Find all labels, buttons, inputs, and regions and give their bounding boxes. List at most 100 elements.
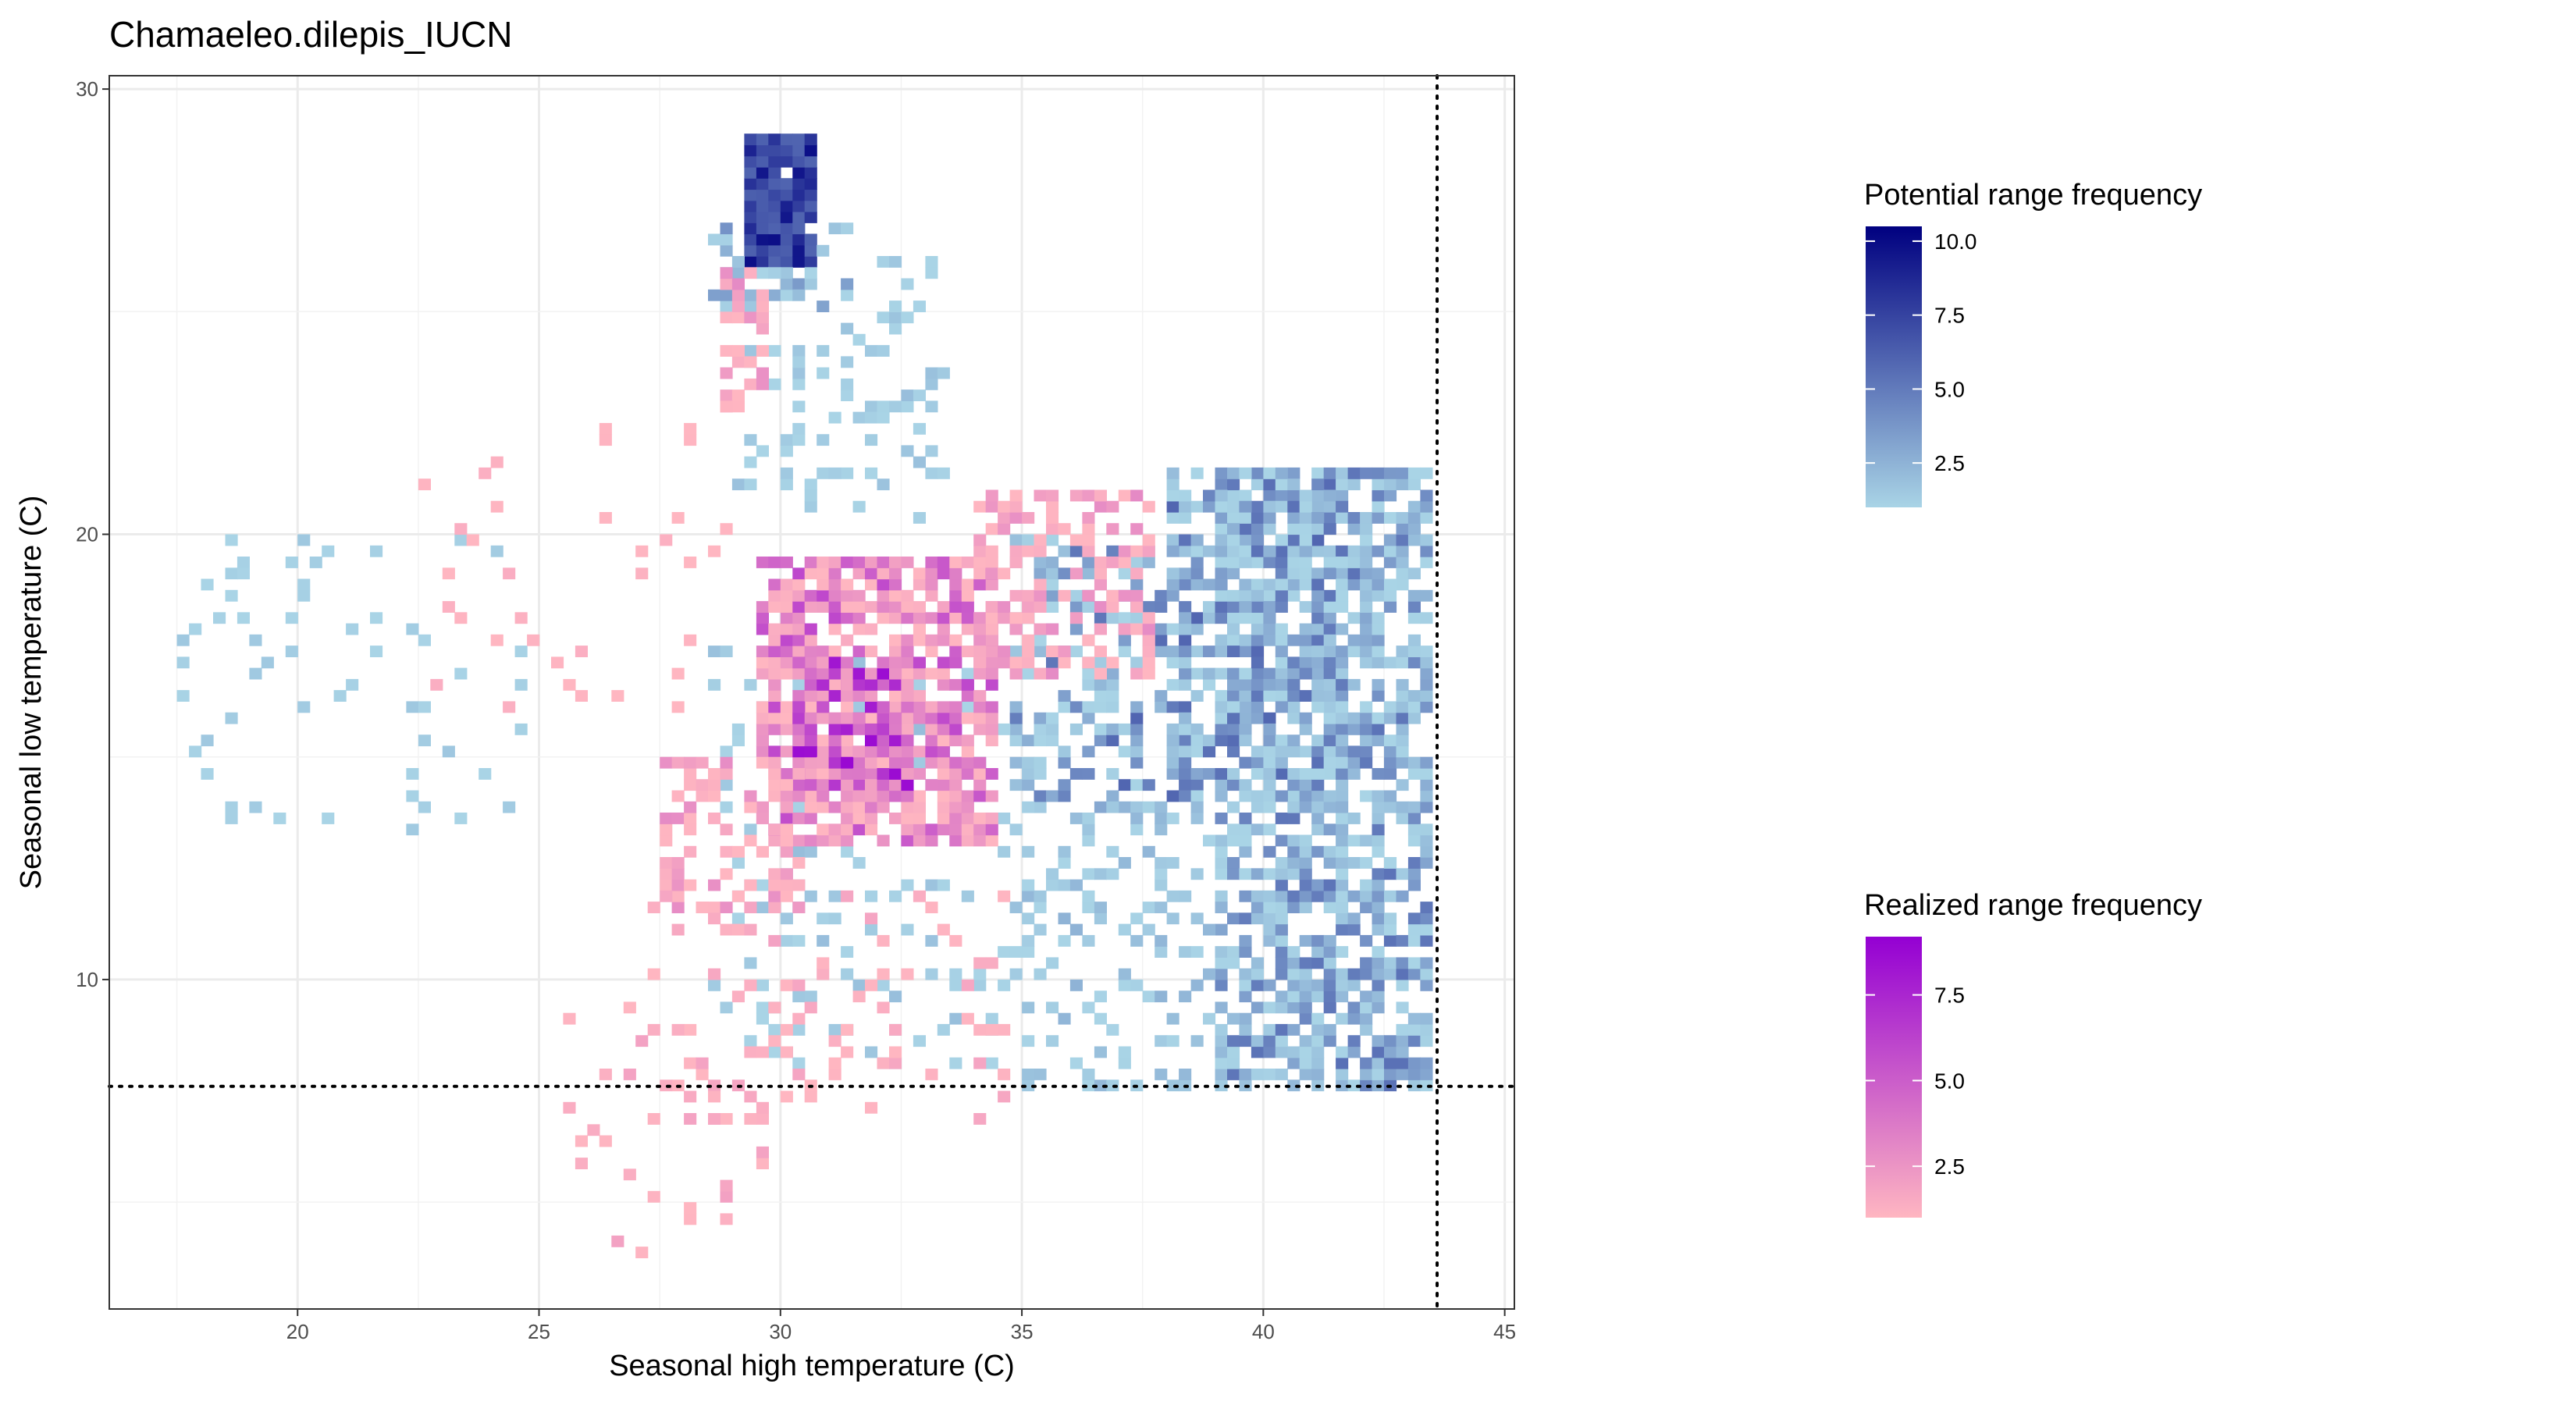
heatmap-cell xyxy=(1275,946,1288,958)
heatmap-cell xyxy=(1347,523,1361,535)
heatmap-cell xyxy=(671,879,685,891)
heatmap-cell xyxy=(731,345,745,357)
heatmap-cell xyxy=(1106,690,1119,702)
heatmap-cell xyxy=(454,523,468,535)
heatmap-cell xyxy=(877,478,890,491)
heatmap-cell xyxy=(514,678,528,691)
heatmap-cell xyxy=(1275,902,1288,913)
heatmap-cell xyxy=(1299,712,1312,724)
heatmap-cell xyxy=(949,834,962,847)
heatmap-cell xyxy=(1263,467,1276,479)
heatmap-cell xyxy=(841,289,854,301)
heatmap-cell xyxy=(1179,678,1192,691)
heatmap-cell xyxy=(1058,779,1071,791)
heatmap-cell xyxy=(756,1046,769,1058)
heatmap-cell xyxy=(1251,612,1264,624)
heatmap-cell xyxy=(949,589,962,602)
heatmap-cell xyxy=(1022,1080,1035,1092)
heatmap-cell xyxy=(1396,756,1409,769)
heatmap-cell xyxy=(1179,1069,1192,1080)
heatmap-cell xyxy=(1360,601,1373,613)
heatmap-cell xyxy=(1166,1035,1179,1048)
heatmap-cell xyxy=(792,879,806,891)
heatmap-cell xyxy=(780,1090,793,1103)
heatmap-cell xyxy=(792,289,806,301)
heatmap-cell xyxy=(1239,712,1252,724)
heatmap-cell xyxy=(671,868,685,880)
heatmap-cell xyxy=(841,834,854,847)
heatmap-cell xyxy=(1227,735,1240,747)
heatmap-cell xyxy=(889,400,902,413)
heatmap-cell xyxy=(213,612,226,624)
heatmap-cell xyxy=(1094,557,1107,568)
heatmap-cell xyxy=(1407,646,1421,657)
heatmap-cell xyxy=(1251,957,1264,969)
heatmap-cell xyxy=(961,589,974,602)
heatmap-cell xyxy=(780,144,793,157)
heatmap-cell xyxy=(1299,578,1312,591)
heatmap-cell xyxy=(756,612,769,624)
heatmap-cell xyxy=(865,557,878,568)
heatmap-cell xyxy=(720,1179,733,1192)
heatmap-cell xyxy=(1396,723,1409,735)
heatmap-cell xyxy=(817,301,830,312)
heatmap-cell xyxy=(852,646,866,657)
heatmap-cell xyxy=(1130,612,1144,624)
heatmap-cell xyxy=(1299,934,1312,947)
heatmap-cell xyxy=(1360,790,1373,802)
heatmap-cell xyxy=(1420,512,1433,524)
heatmap-cell xyxy=(1166,745,1179,758)
heatmap-cell xyxy=(1287,701,1300,713)
heatmap-cell xyxy=(297,701,311,713)
heatmap-cell xyxy=(1287,1057,1300,1069)
heatmap-cell xyxy=(1022,756,1035,769)
heatmap-cell xyxy=(696,902,709,913)
heatmap-cell xyxy=(1275,834,1288,847)
heatmap-cell xyxy=(1179,646,1192,657)
heatmap-cell xyxy=(1263,1001,1276,1014)
heatmap-cell xyxy=(720,1001,733,1014)
heatmap-cell xyxy=(817,968,830,980)
heatmap-cell xyxy=(1384,545,1397,557)
heatmap-cell xyxy=(973,567,987,580)
heatmap-cell xyxy=(285,557,298,568)
heatmap-cell xyxy=(1263,756,1276,769)
heatmap-cell xyxy=(828,1057,841,1069)
heatmap-cell xyxy=(1299,646,1312,657)
heatmap-cell xyxy=(1263,979,1276,991)
heatmap-cell xyxy=(817,244,830,257)
heatmap-cell xyxy=(1118,634,1131,646)
heatmap-cell xyxy=(780,868,793,880)
heatmap-cell xyxy=(756,367,769,379)
heatmap-cell xyxy=(1407,534,1421,546)
heatmap-cell xyxy=(901,557,914,568)
heatmap-cell xyxy=(1275,589,1288,602)
heatmap-cell xyxy=(1287,868,1300,880)
heatmap-cell xyxy=(1046,646,1059,657)
heatmap-cell xyxy=(1094,1080,1107,1092)
heatmap-cell xyxy=(671,923,685,936)
heatmap-cell xyxy=(1082,768,1095,780)
heatmap-cell xyxy=(913,813,926,824)
heatmap-cell xyxy=(1384,478,1397,491)
heatmap-cell xyxy=(913,422,926,435)
heatmap-cell xyxy=(1022,768,1035,780)
heatmap-cell xyxy=(599,434,612,446)
heatmap-cell xyxy=(792,200,806,212)
heatmap-cell xyxy=(1009,557,1023,568)
heatmap-cell xyxy=(708,813,721,824)
heatmap-cell xyxy=(744,801,757,813)
heatmap-cell xyxy=(937,667,950,680)
heatmap-cell xyxy=(1166,890,1179,902)
heatmap-cell xyxy=(1311,957,1325,969)
heatmap-cell xyxy=(1239,723,1252,735)
heatmap-cell xyxy=(768,267,781,279)
heatmap-cell xyxy=(1347,979,1361,991)
heatmap-cell xyxy=(792,735,806,747)
heatmap-cell xyxy=(1287,1080,1300,1092)
heatmap-cell xyxy=(1323,634,1336,646)
heatmap-cell xyxy=(804,1001,817,1014)
heatmap-cell xyxy=(225,567,238,580)
heatmap-cell xyxy=(1190,567,1204,580)
heatmap-cell xyxy=(841,690,854,702)
